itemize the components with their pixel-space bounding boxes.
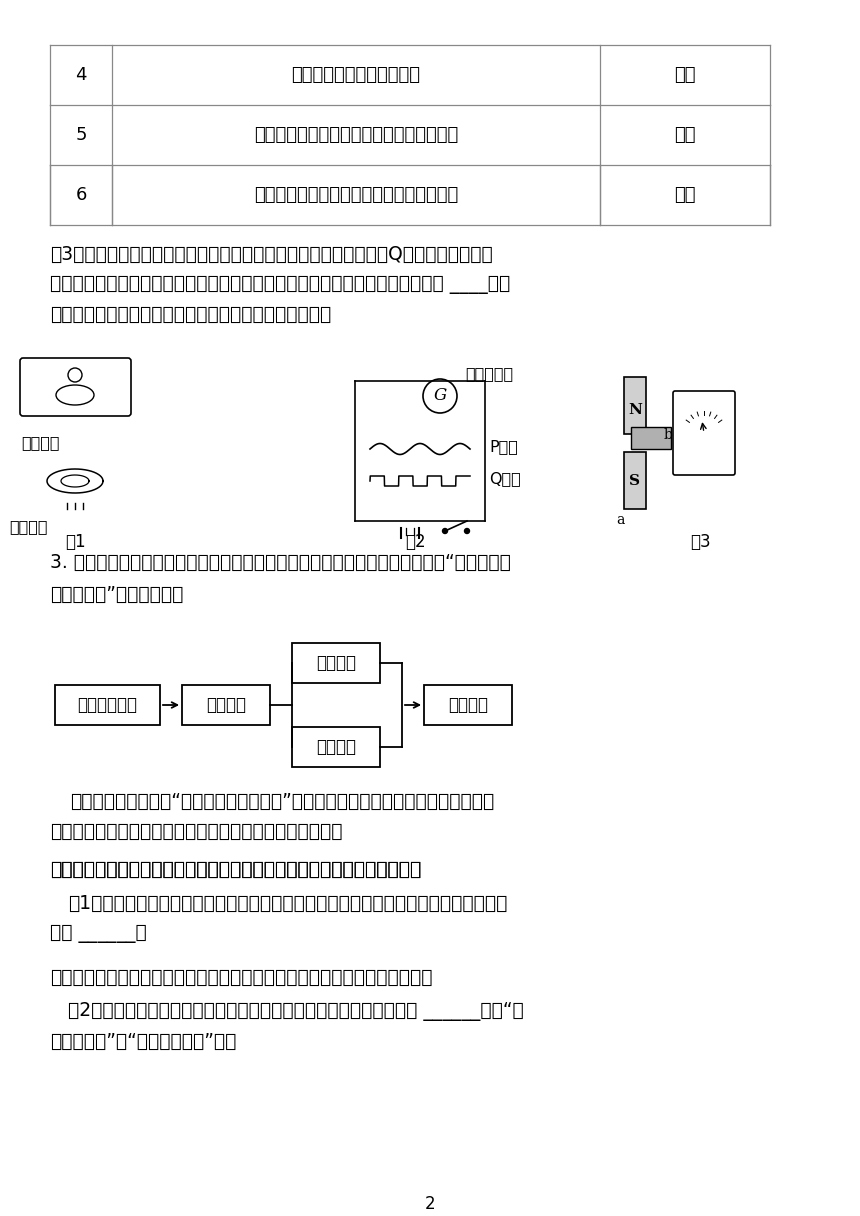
Circle shape xyxy=(423,379,457,413)
Text: 4: 4 xyxy=(76,66,87,84)
FancyBboxPatch shape xyxy=(182,685,270,725)
Text: 6: 6 xyxy=(76,186,87,204)
Circle shape xyxy=(68,368,82,382)
Text: 测定含量: 测定含量 xyxy=(448,696,488,714)
Text: 向左: 向左 xyxy=(674,126,696,143)
Text: 》探究一《根据沸点低的组分先汽化的性质，测定混合物中某组分的含量。: 》探究一《根据沸点低的组分先汽化的性质，测定混合物中某组分的含量。 xyxy=(50,860,421,879)
Text: 改变有关。于是进行实验并记录现象。小皓认为小应的说法并不正确，表格中的 ____（填: 改变有关。于是进行实验并记录现象。小皓认为小应的说法并不正确，表格中的 ____… xyxy=(50,275,510,294)
FancyBboxPatch shape xyxy=(292,727,380,767)
Text: 【探究一】根据沸点低的组分先汽化的性质，测定混合物中某组分的含量。: 【探究一】根据沸点低的组分先汽化的性质，测定混合物中某组分的含量。 xyxy=(50,860,421,879)
Text: 图2: 图2 xyxy=(405,533,426,551)
Text: 接收线圈: 接收线圈 xyxy=(21,435,59,450)
Text: 操作序号）这两次实验可成为小皓作出这个判断的理由。: 操作序号）这两次实验可成为小皓作出这个判断的理由。 xyxy=(50,305,331,323)
Text: 性质差异: 性质差异 xyxy=(206,696,246,714)
Text: （2）按图甲装置测定空气中氧气含量时，止水夹最合理的打开时间是 ______（填“反: （2）按图甲装置测定空气中氧气含量时，止水夹最合理的打开时间是 ______（填… xyxy=(68,1002,524,1021)
FancyBboxPatch shape xyxy=(624,377,646,434)
Text: G: G xyxy=(433,388,446,405)
Text: b: b xyxy=(664,428,673,441)
Text: 5: 5 xyxy=(76,126,87,143)
Text: 灵敏电流计: 灵敏电流计 xyxy=(465,366,513,381)
Text: 图1: 图1 xyxy=(64,533,85,551)
Text: 它物质，空气可以看成由氮气和氧气组成的两组分混合物。: 它物质，空气可以看成由氮气和氧气组成的两组分混合物。 xyxy=(50,822,342,841)
Text: P线圈: P线圈 xyxy=(489,439,518,454)
Text: 3. 建构合理的思维模型，既能促进深度学习，又能提高思维品质。小科建构了“两组分混合: 3. 建构合理的思维模型，既能促进深度学习，又能提高思维品质。小科建构了“两组分… xyxy=(50,553,511,572)
Text: 应刚结束时”或“冷却到室温时”）；: 应刚结束时”或“冷却到室温时”）； xyxy=(50,1032,237,1051)
Text: 图3: 图3 xyxy=(690,533,710,551)
Text: 改变电源正负极，闭合开关，滑片向右移动: 改变电源正负极，闭合开关，滑片向右移动 xyxy=(254,186,458,204)
FancyBboxPatch shape xyxy=(55,685,160,725)
FancyBboxPatch shape xyxy=(292,643,380,683)
Text: （3）小应发现不同情况下灵敏电流计指针偏转方向不同。他猜测与Q线圈中的电流方向: （3）小应发现不同情况下灵敏电流计指针偏转方向不同。他猜测与Q线圈中的电流方向 xyxy=(50,244,493,264)
Text: a: a xyxy=(616,513,624,527)
Text: 2: 2 xyxy=(425,1195,435,1214)
Text: S: S xyxy=(630,474,641,488)
FancyBboxPatch shape xyxy=(20,358,131,416)
Text: 发射线圈: 发射线圈 xyxy=(9,519,47,534)
Text: 开关闭合时，滑片向右移动: 开关闭合时，滑片向右移动 xyxy=(292,66,421,84)
Text: 两组分混合物: 两组分混合物 xyxy=(77,696,138,714)
Circle shape xyxy=(443,529,447,534)
Text: Q线圈: Q线圈 xyxy=(489,471,521,486)
FancyBboxPatch shape xyxy=(424,685,512,725)
Text: N: N xyxy=(628,402,642,417)
Text: 物含量测定”的思维模型：: 物含量测定”的思维模型： xyxy=(50,585,183,604)
Text: （1）将空气转变为液态空气，液氮先汽化。从建模角度分析，该操作属于上述思维模型: （1）将空气转变为液态空气，液氮先汽化。从建模角度分析，该操作属于上述思维模型 xyxy=(68,894,507,913)
Circle shape xyxy=(464,529,470,534)
Ellipse shape xyxy=(56,385,94,405)
Text: 向右: 向右 xyxy=(674,186,696,204)
Text: 运用该模型对教材中“测定空气中氧气含量”的实验进行了再探究：忽略含量很低的其: 运用该模型对教材中“测定空气中氧气含量”的实验进行了再探究：忽略含量很低的其 xyxy=(70,792,494,811)
Text: 分离转移: 分离转移 xyxy=(316,654,356,672)
FancyBboxPatch shape xyxy=(673,392,735,475)
Text: 中的 ______；: 中的 ______； xyxy=(50,924,147,942)
FancyBboxPatch shape xyxy=(631,427,671,449)
Text: 改变电源正负极，闭合开关，滑片向左移动: 改变电源正负极，闭合开关，滑片向左移动 xyxy=(254,126,458,143)
Text: 反应转化: 反应转化 xyxy=(316,738,356,756)
Text: 【探究二】根据混合物中某组分发生化学反应，测定混合物中某组分的含量。: 【探究二】根据混合物中某组分发生化学反应，测定混合物中某组分的含量。 xyxy=(50,968,433,987)
Text: 向右: 向右 xyxy=(674,66,696,84)
FancyBboxPatch shape xyxy=(624,452,646,510)
